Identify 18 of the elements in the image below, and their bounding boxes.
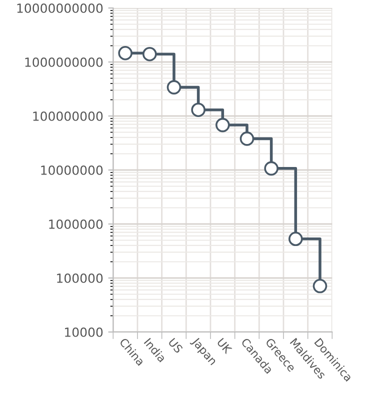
- y-tick-label: 10000000: [41, 165, 103, 175]
- point: [142, 46, 157, 62]
- point: [288, 232, 303, 246]
- y-tick-label: 100000000: [33, 111, 103, 121]
- y-tick-label: 1000000000: [25, 57, 103, 67]
- point: [191, 102, 206, 117]
- x-tick-label: UK: [216, 338, 232, 354]
- y-tick-label: 10000: [65, 327, 103, 337]
- point: [240, 132, 254, 146]
- y-tick-label: 100000: [57, 273, 103, 283]
- point: [215, 118, 230, 132]
- y-tick-label: 1000000: [49, 219, 103, 229]
- point: [264, 161, 278, 176]
- point: [312, 278, 328, 294]
- x-tick-label: US: [168, 338, 184, 354]
- point: [118, 46, 132, 60]
- y-tick-label: 10000000000: [17, 3, 103, 13]
- point: [166, 80, 182, 94]
